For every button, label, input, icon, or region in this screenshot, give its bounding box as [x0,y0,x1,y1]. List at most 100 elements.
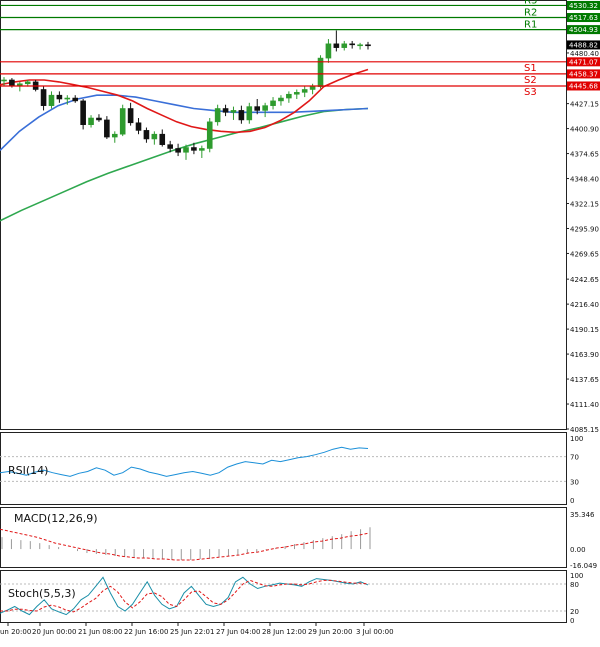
level-price-box-r1 [567,25,600,35]
stoch-label: Stoch(5,5,3) [8,587,76,600]
rsi-tick-label: 100 [570,435,583,443]
macd-panel [0,507,567,568]
candle [206,118,213,153]
candle [104,116,110,139]
candle [357,42,363,50]
candle [301,85,308,98]
time-tick-label: un 20:00 [0,628,31,636]
candle [214,104,221,126]
time-tick-label: 22 Jun 16:00 [124,628,168,636]
rsi-plot: 100 70 30 0 [0,435,583,505]
candle [135,118,142,135]
time-tick-label: 25 Jun 22:01 [170,628,214,636]
candle [222,104,229,117]
main-plot [0,30,371,222]
level-price-s1: 4471.07 [569,58,598,66]
rsi-tick-label: 70 [570,454,579,462]
price-tick-label: 4216.40 [570,301,599,309]
candle [175,143,181,157]
rsi-tick-label: 0 [570,497,574,505]
stoch-k-line [0,576,369,616]
candle [254,98,261,115]
level-price-box-s3 [567,81,600,91]
level-label-s1: S1 [524,63,537,74]
level-price-s3: 4445.68 [569,82,598,90]
time-tick-label: 27 Jun 04:00 [216,628,260,636]
time-tick-label: 3 Jul 00:00 [356,628,394,636]
time-axis: un 20:00 20 Jun 00:00 21 Jun 08:00 22 Jun 1… [0,623,394,636]
candle [1,77,7,86]
candle [278,95,284,106]
price-tick-label: 4427.15 [570,101,599,109]
candle [119,104,126,137]
candle [64,95,71,105]
pivot-levels: R3 4530.32 R2 4517.63 R1 4504.93 S1 4471.07 S2 44… [0,0,600,98]
candle [293,89,300,99]
price-tick-label: 4374.65 [570,151,599,159]
rsi-label: RSI(14) [8,464,48,477]
price-tick-label: 4111.40 [570,401,599,409]
main-panel [0,0,567,430]
price-tick-label: 4190.15 [570,326,599,334]
stoch-tick-label: 80 [570,581,579,589]
price-tick-label: 4137.65 [570,376,599,384]
candle [238,105,245,124]
price-tick-label: 4269.65 [570,250,599,258]
candle [72,95,79,103]
price-tick-label: 4322.15 [570,201,599,209]
stoch-panel [0,570,567,623]
price-tick-label: 4163.90 [570,351,599,359]
level-label-s2: S2 [524,75,537,86]
rsi-panel [0,432,567,505]
level-price-box-r3 [567,0,600,10]
candle [143,127,150,143]
level-price-box-r2 [567,13,600,23]
time-tick-label: 21 Jun 08:00 [78,628,122,636]
candle [333,30,340,52]
level-label-r2: R2 [524,8,537,19]
price-tick-label: 4400.90 [570,126,599,134]
price-tick-label: 4480.40 [570,50,599,58]
stoch-d-line [0,579,369,613]
level-label-r3: R3 [524,0,537,6]
candle [349,40,355,49]
candle [159,129,166,147]
last-price: 4488.82 [569,41,598,49]
level-price-r2: 4517.63 [569,14,598,22]
stoch-tick-label: 100 [570,572,583,580]
candle [151,131,158,145]
macd-signal-line [0,528,369,561]
candle [246,102,253,124]
candle [317,55,324,89]
rsi-tick-label: 30 [570,478,579,486]
candle [80,98,86,130]
candle [56,91,63,103]
candle [230,106,237,120]
ma-mid-line [0,94,369,151]
candle [286,91,292,103]
candle [183,144,189,160]
price-tick-label: 4242.65 [570,276,599,284]
price-tick-label: 4085.15 [570,426,599,434]
candle [127,102,134,126]
level-price-box-s2 [567,69,600,79]
candle [167,140,173,153]
candle [341,40,348,51]
candle [325,39,332,63]
candle [111,131,118,143]
candle [88,115,94,128]
level-price-r3: 4530.32 [569,2,598,10]
stoch-tick-label: 0 [570,617,574,625]
macd-tick-label: 0.00 [570,546,586,554]
macd-label: MACD(12,26,9) [14,512,98,525]
candle [262,102,268,118]
candle [199,145,205,158]
candle [365,41,371,50]
rsi-line [0,446,369,477]
level-label-s3: S3 [524,87,537,98]
time-tick-label: 29 Jun 20:00 [308,628,352,636]
candle [96,114,102,122]
price-axis: 4085.15 4111.40 4137.65 4163.90 4190.15 4216.… [566,40,600,434]
last-price-box [567,40,600,50]
